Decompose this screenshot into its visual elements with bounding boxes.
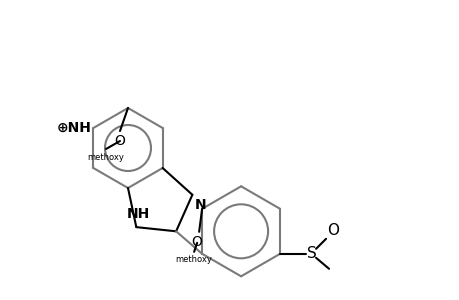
Text: O: O bbox=[326, 223, 338, 238]
Text: methoxy: methoxy bbox=[87, 152, 124, 161]
Text: O: O bbox=[191, 235, 202, 249]
Text: ⊕NH: ⊕NH bbox=[56, 121, 91, 135]
Text: S: S bbox=[307, 246, 316, 261]
Text: O: O bbox=[114, 134, 125, 148]
Text: N: N bbox=[194, 198, 206, 212]
Text: NH: NH bbox=[126, 207, 150, 221]
Text: methoxy: methoxy bbox=[175, 255, 212, 264]
